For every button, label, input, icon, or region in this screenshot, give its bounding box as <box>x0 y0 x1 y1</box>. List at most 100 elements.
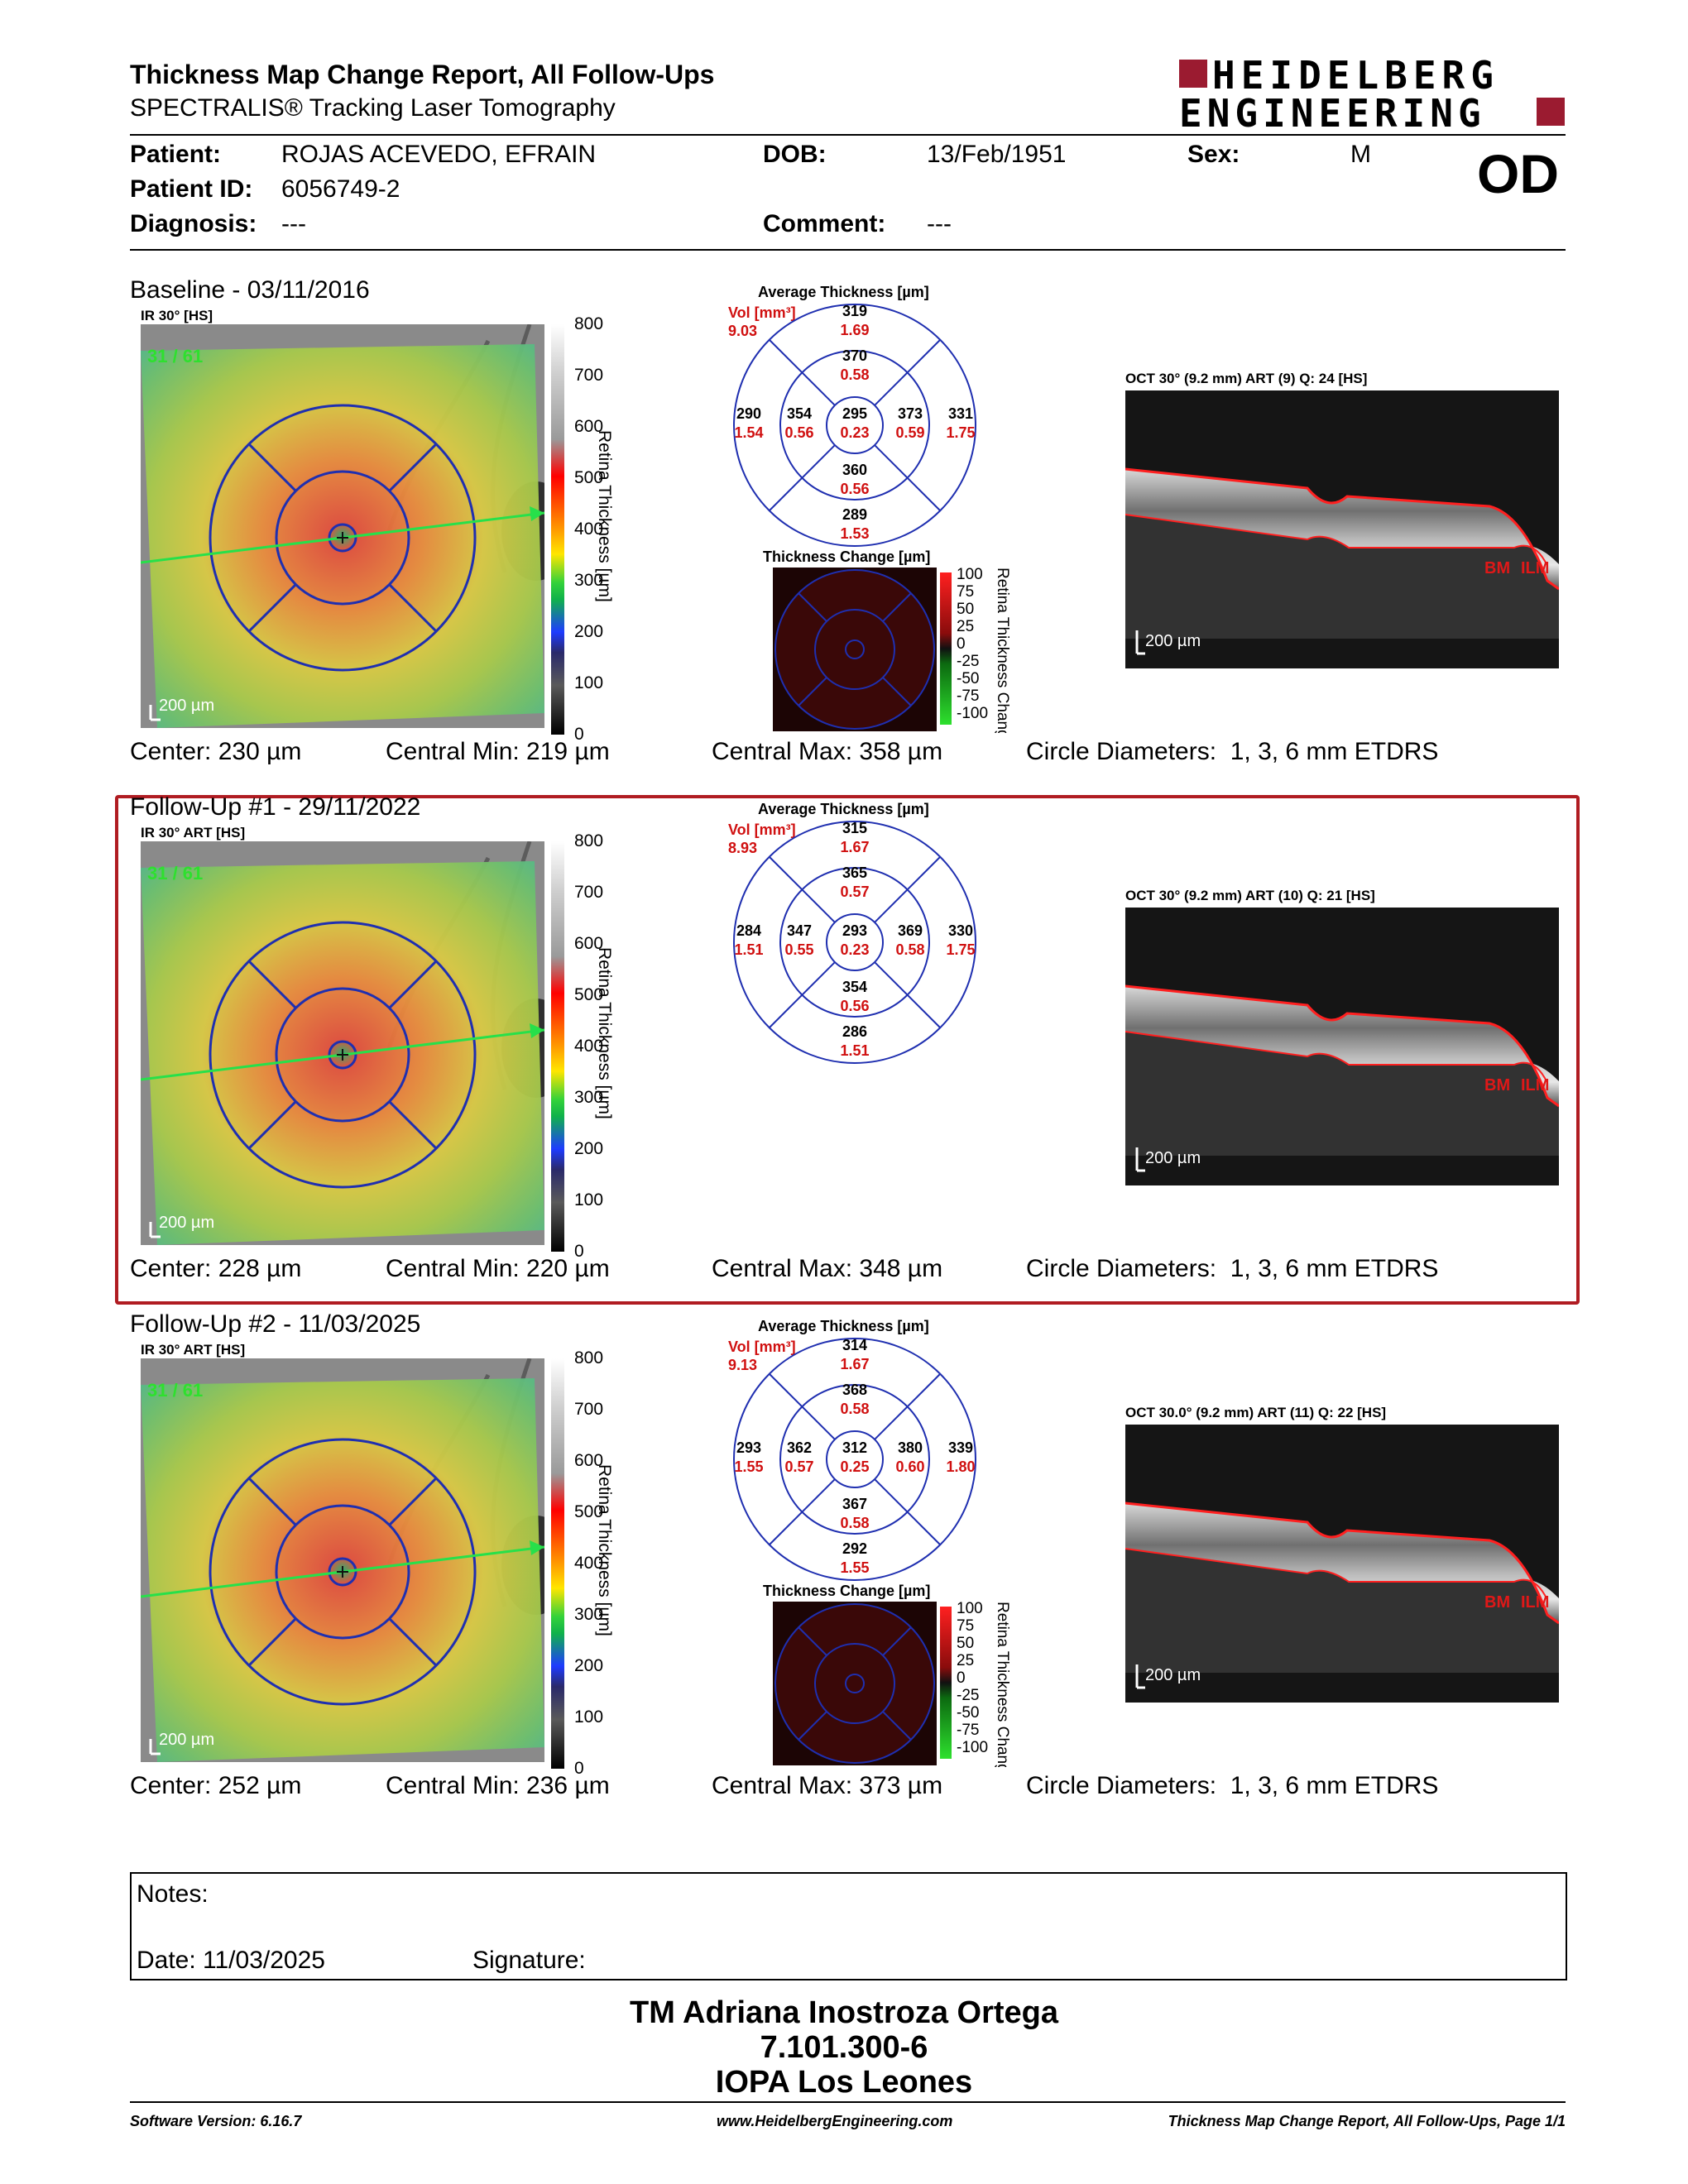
etdrs-superior-inner-volume: 0.57 <box>840 884 870 900</box>
change-sector-line <box>882 1711 912 1741</box>
volume-value: 8.93 <box>728 840 758 856</box>
exam-title: Follow-Up #2 - 11/03/2025 <box>130 1310 421 1338</box>
scale-tick-label: 700 <box>574 883 604 902</box>
etdrs-sector-line <box>247 1477 297 1526</box>
etdrs-grid-ring <box>733 821 976 1064</box>
change-sector-line <box>798 677 827 706</box>
etdrs-sector-line <box>247 1100 297 1150</box>
etdrs-grid-line <box>874 444 941 511</box>
bm-boundary-line <box>1125 514 1548 567</box>
heidelberg-logo: HEIDELBERG ENGINEERING <box>1179 53 1568 136</box>
etdrs-superior-inner-thickness: 365 <box>842 864 868 881</box>
thickness-change-title: Thickness Change [µm] <box>763 548 931 565</box>
etdrs-grid-line <box>769 961 836 1028</box>
notes-date: Date: 11/03/2025 <box>137 1947 325 1974</box>
etdrs-nasal-inner-volume: 0.58 <box>895 941 925 958</box>
change-tick-label: -50 <box>957 670 980 687</box>
scale-tick-label: 200 <box>574 1139 604 1158</box>
etdrs-center-thickness: 295 <box>842 405 868 422</box>
oct-bscan-image[interactable]: 200 µm BM ILM <box>1125 1425 1559 1703</box>
change-color-scale <box>940 572 952 725</box>
dob-label: DOB: <box>763 141 827 168</box>
etdrs-temporal-inner-thickness: 362 <box>786 1439 813 1456</box>
etdrs-grid-line <box>769 444 836 511</box>
exam-title: Baseline - 03/11/2016 <box>130 276 370 304</box>
etdrs-ring <box>328 1040 357 1070</box>
comment-value: --- <box>927 210 952 237</box>
scale-tick-label: 200 <box>574 1656 604 1675</box>
etdrs-inferior-inner-volume: 0.56 <box>840 998 870 1014</box>
report-subtitle: SPECTRALIS® Tracking Laser Tomography <box>130 94 616 122</box>
etdrs-temporal-outer-thickness: 290 <box>736 405 762 422</box>
etdrs-temporal-outer-volume: 1.55 <box>734 1458 764 1475</box>
logo-line1: HEIDELBERG <box>1212 53 1499 98</box>
logo-square-bottom <box>1537 98 1565 126</box>
thickness-map-image[interactable]: 31 / 61 200 µm <box>141 324 544 728</box>
etdrs-nasal-outer-volume: 1.80 <box>946 1458 976 1475</box>
thickness-change-map[interactable] <box>773 1602 937 1765</box>
etdrs-grid-ring <box>779 867 930 1018</box>
scan-arrow-icon <box>530 1540 544 1555</box>
oct-bscan-svg <box>1125 390 1559 668</box>
frame-counter: 31 / 61 <box>147 1380 204 1401</box>
thickness-change-map[interactable] <box>773 568 937 731</box>
volume-label: Vol [mm³] <box>728 821 796 838</box>
etdrs-grid-line <box>769 1373 836 1440</box>
bm-boundary-line <box>1125 1031 1548 1084</box>
ilm-label: ILM <box>1521 1076 1550 1094</box>
signatory-rut: 7.101.300-6 <box>760 2030 928 2065</box>
change-tick-label: 0 <box>957 1669 966 1687</box>
scan-arrow-icon <box>530 1023 544 1038</box>
etdrs-grid <box>733 821 976 1064</box>
thickness-map-image[interactable]: 31 / 61 200 µm <box>141 841 544 1245</box>
volume-value: 9.13 <box>728 1357 758 1373</box>
etdrs-inferior-outer-volume: 1.53 <box>840 525 870 542</box>
change-sector-line <box>882 592 912 622</box>
logo-line2: ENGINEERING <box>1179 91 1486 136</box>
etdrs-center-thickness: 312 <box>842 1439 868 1456</box>
etdrs-sector-line <box>388 1477 438 1526</box>
etdrs-center-volume: 0.23 <box>840 424 870 441</box>
etdrs-superior-inner-thickness: 370 <box>842 347 868 364</box>
map-scale-bar-label: 200 µm <box>159 1214 215 1232</box>
scale-axis-label: Retina Thickness [µm] <box>595 430 614 602</box>
etdrs-inferior-outer-volume: 1.55 <box>840 1559 870 1576</box>
etdrs-sector-line <box>247 583 297 633</box>
etdrs-inferior-inner-thickness: 360 <box>842 462 868 478</box>
notes-label: Notes: <box>137 1880 209 1908</box>
bm-label: BM <box>1484 1076 1511 1094</box>
oct-bscan-image[interactable]: 200 µm BM ILM <box>1125 908 1559 1185</box>
change-tick-label: 75 <box>957 1617 975 1635</box>
change-sector-line <box>882 677 912 706</box>
thickness-color-scale <box>551 1358 564 1769</box>
change-ring <box>774 569 935 730</box>
etdrs-sector-line <box>247 960 297 1009</box>
etdrs-superior-outer-volume: 1.67 <box>840 1356 870 1372</box>
etdrs-inferior-inner-volume: 0.58 <box>840 1515 870 1531</box>
circle-diameters: Circle Diameters: 1, 3, 6 mm ETDRS <box>1026 1255 1439 1282</box>
change-tick-label: 25 <box>957 1652 975 1669</box>
oct-bscan-image[interactable]: 200 µm BM ILM <box>1125 390 1559 668</box>
ilm-boundary-line <box>1125 984 1559 1108</box>
etdrs-grid-line <box>874 1478 941 1545</box>
etdrs-grid-ring <box>779 1384 930 1535</box>
change-map-svg <box>774 1603 935 1764</box>
etdrs-temporal-inner-thickness: 347 <box>786 922 813 939</box>
etdrs-inferior-outer-thickness: 292 <box>842 1540 868 1557</box>
etdrs-temporal-inner-thickness: 354 <box>786 405 813 422</box>
etdrs-sector-line <box>388 960 438 1009</box>
etdrs-ring <box>275 1504 410 1640</box>
etdrs-nasal-inner-thickness: 373 <box>897 405 923 422</box>
etdrs-grid-line <box>769 1478 836 1545</box>
retina-layer <box>1125 469 1559 589</box>
etdrs-ring <box>209 404 477 672</box>
etdrs-center-thickness: 293 <box>842 922 868 939</box>
ilm-label: ILM <box>1521 1593 1550 1612</box>
thickness-map-image[interactable]: 31 / 61 200 µm <box>141 1358 544 1762</box>
change-color-scale <box>940 1607 952 1759</box>
patient-divider <box>130 249 1566 251</box>
oct-bscan-svg <box>1125 908 1559 1185</box>
signatory-name: TM Adriana Inostroza Ortega <box>630 1995 1058 2030</box>
scale-tick-label: 300 <box>574 1605 604 1624</box>
change-ring <box>845 639 865 659</box>
